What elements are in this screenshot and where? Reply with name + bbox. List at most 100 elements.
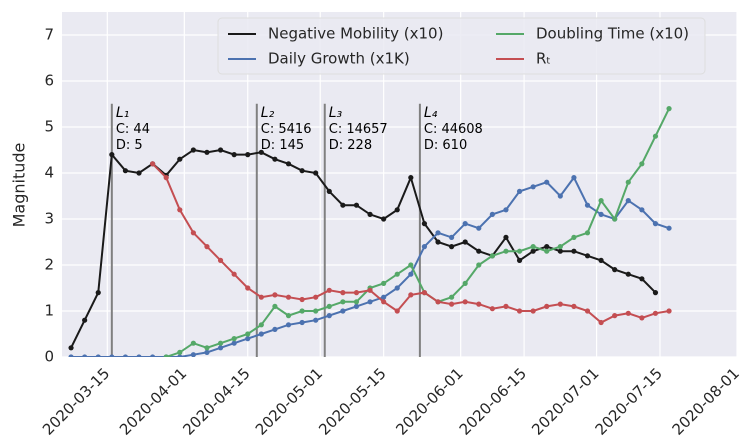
data-point [503, 207, 509, 213]
data-point [285, 313, 292, 319]
data-point [326, 313, 332, 319]
data-point [109, 354, 115, 357]
data-point [299, 308, 305, 314]
data-point [503, 234, 509, 240]
data-point [598, 319, 604, 326]
data-point [109, 152, 115, 158]
data-point [82, 317, 88, 323]
data-point [598, 198, 604, 204]
data-point [489, 211, 495, 217]
plot-layer [68, 103, 672, 357]
data-point [122, 354, 129, 357]
y-axis-label: Magnitude [10, 143, 29, 228]
data-point [625, 271, 631, 277]
data-point [530, 244, 536, 250]
data-point [652, 290, 659, 296]
data-point [544, 303, 550, 309]
data-point [95, 290, 101, 296]
data-point [462, 239, 468, 245]
data-point [476, 301, 482, 307]
data-point [285, 322, 292, 328]
data-point [625, 179, 631, 185]
data-point [408, 292, 414, 298]
y-tick-label: 6 [44, 72, 54, 90]
data-point [231, 340, 237, 346]
y-tick-label: 5 [44, 118, 54, 136]
y-tick-label: 1 [44, 302, 54, 320]
data-point [326, 287, 332, 293]
event-annotation: D: 610 [424, 138, 467, 153]
event-annotation: C: 5416 [261, 122, 312, 137]
data-point [340, 308, 346, 314]
data-point [340, 299, 346, 305]
data-point [381, 294, 387, 300]
data-point [625, 198, 631, 204]
data-point [367, 287, 373, 293]
data-point [557, 244, 563, 250]
data-point [666, 106, 672, 112]
y-tick-label: 7 [44, 26, 54, 44]
data-point [68, 354, 74, 357]
data-point [353, 202, 360, 208]
data-point [408, 271, 414, 277]
data-point [476, 262, 482, 268]
data-point [95, 354, 101, 357]
x-tick-label: 2020-07-15 [592, 364, 666, 438]
data-point [326, 303, 332, 309]
event-annotation: C: 14657 [329, 122, 388, 137]
data-point [612, 216, 618, 222]
x-tick-label: 2020-06-01 [392, 364, 466, 438]
x-tick-label: 2020-05-15 [315, 364, 389, 438]
data-point [272, 326, 278, 332]
legend-label: Doubling Time (x10) [536, 25, 689, 43]
data-point [435, 299, 441, 305]
x-tick-label: 2020-05-01 [252, 364, 326, 438]
data-point [571, 234, 577, 240]
data-point [245, 152, 251, 158]
data-point [544, 244, 550, 250]
data-point [150, 354, 156, 357]
data-point [584, 253, 591, 259]
y-tick-label: 4 [44, 164, 54, 182]
data-point [421, 244, 428, 250]
data-point [163, 354, 169, 357]
data-point [245, 285, 251, 291]
data-point [394, 308, 400, 314]
data-point [394, 285, 400, 291]
event-annotation: D: 145 [261, 138, 304, 153]
data-point [612, 313, 618, 319]
legend-label: Negative Mobility (x10) [268, 25, 443, 43]
data-point [258, 149, 264, 155]
data-point [231, 336, 237, 342]
data-point [516, 248, 523, 254]
data-point [177, 349, 183, 355]
data-point [489, 253, 495, 259]
data-point [217, 147, 224, 153]
data-point [516, 308, 523, 314]
data-point [285, 294, 292, 300]
data-point [435, 239, 441, 245]
data-point [516, 257, 523, 263]
data-point [448, 294, 455, 300]
event-label: L₃ [329, 105, 343, 121]
event-annotation: D: 228 [329, 138, 372, 153]
data-point [530, 308, 536, 314]
data-point [177, 354, 183, 357]
data-point [82, 354, 88, 357]
data-point [476, 248, 482, 254]
data-point [217, 345, 224, 351]
data-point [313, 317, 319, 323]
data-point [448, 244, 455, 250]
data-point [489, 306, 495, 312]
data-point [285, 161, 292, 167]
data-point [272, 156, 278, 162]
data-point [299, 296, 305, 303]
data-point [476, 225, 482, 231]
data-point [557, 301, 563, 307]
data-point [557, 193, 563, 199]
data-point [639, 207, 645, 213]
data-point [177, 207, 183, 213]
data-point [516, 188, 523, 194]
data-point [448, 234, 455, 240]
x-tick-label: 2020-06-15 [456, 364, 530, 438]
